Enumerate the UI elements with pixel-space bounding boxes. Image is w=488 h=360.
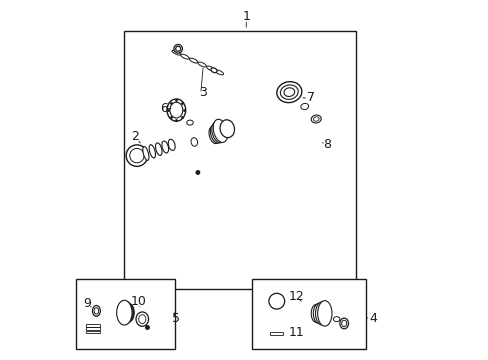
Ellipse shape — [162, 141, 168, 153]
Ellipse shape — [220, 120, 234, 138]
Text: 1: 1 — [242, 10, 250, 23]
Ellipse shape — [119, 302, 133, 324]
Ellipse shape — [317, 301, 331, 326]
Ellipse shape — [300, 103, 308, 109]
Circle shape — [175, 46, 180, 51]
Ellipse shape — [339, 318, 348, 329]
Text: 10: 10 — [130, 296, 146, 309]
Text: 8: 8 — [322, 138, 330, 150]
Ellipse shape — [341, 320, 346, 327]
Ellipse shape — [189, 58, 197, 63]
Bar — [251, 279, 366, 348]
Ellipse shape — [94, 308, 99, 314]
Circle shape — [174, 44, 182, 53]
Ellipse shape — [149, 145, 155, 158]
Ellipse shape — [333, 317, 339, 321]
Text: 3: 3 — [199, 86, 207, 99]
Bar — [85, 330, 100, 333]
Ellipse shape — [122, 303, 133, 323]
Ellipse shape — [213, 119, 227, 143]
Ellipse shape — [191, 138, 197, 146]
Bar — [85, 327, 100, 330]
Ellipse shape — [206, 66, 215, 71]
Ellipse shape — [186, 120, 193, 125]
Ellipse shape — [310, 305, 321, 322]
Ellipse shape — [142, 147, 149, 161]
Ellipse shape — [168, 139, 175, 150]
Ellipse shape — [136, 312, 148, 326]
Ellipse shape — [313, 303, 324, 324]
Ellipse shape — [310, 115, 321, 123]
Text: 11: 11 — [288, 326, 304, 339]
Circle shape — [268, 293, 284, 309]
Ellipse shape — [155, 143, 162, 156]
Ellipse shape — [276, 82, 301, 103]
Ellipse shape — [315, 302, 328, 325]
Text: 6: 6 — [160, 102, 167, 115]
Text: 9: 9 — [82, 297, 90, 310]
Text: 5: 5 — [172, 311, 180, 325]
Ellipse shape — [211, 122, 224, 143]
Ellipse shape — [198, 62, 206, 67]
Ellipse shape — [210, 124, 222, 143]
Ellipse shape — [181, 54, 189, 59]
Ellipse shape — [125, 304, 134, 321]
Bar — [85, 324, 100, 327]
Ellipse shape — [210, 68, 217, 73]
Text: 4: 4 — [368, 311, 376, 325]
Ellipse shape — [167, 99, 185, 121]
Ellipse shape — [139, 315, 145, 324]
Bar — [269, 332, 283, 335]
Text: 12: 12 — [288, 290, 304, 303]
Ellipse shape — [208, 127, 219, 144]
Ellipse shape — [284, 88, 294, 96]
Text: 2: 2 — [131, 130, 139, 144]
Circle shape — [196, 171, 199, 174]
Ellipse shape — [280, 85, 298, 99]
Bar — [76, 279, 174, 348]
Bar — [124, 31, 355, 289]
Ellipse shape — [215, 70, 223, 75]
Ellipse shape — [169, 102, 183, 118]
Circle shape — [126, 145, 147, 166]
Ellipse shape — [117, 300, 132, 325]
Circle shape — [129, 148, 144, 163]
Text: 7: 7 — [306, 91, 314, 104]
Ellipse shape — [92, 306, 100, 316]
Ellipse shape — [172, 50, 181, 55]
Ellipse shape — [313, 117, 318, 121]
